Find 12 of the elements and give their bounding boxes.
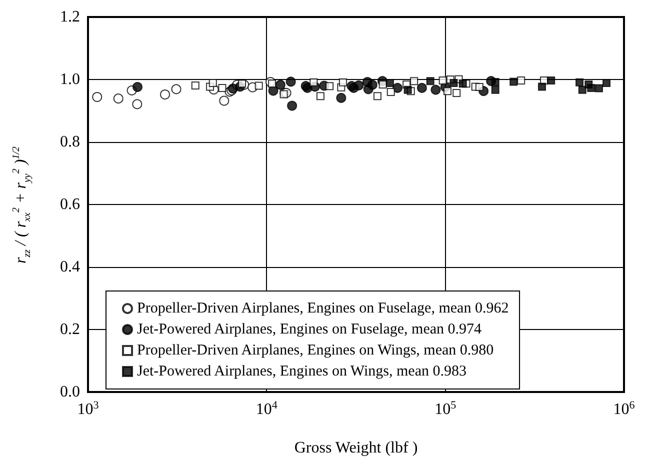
y-tick-label: 0.0 — [60, 384, 80, 400]
y-tick-label: 0.2 — [60, 321, 80, 338]
legend-label: Jet-Powered Airplanes, Engines on Fuselage, mean 0.974 — [137, 322, 482, 338]
y-tick-label: 0.6 — [60, 196, 80, 213]
y-tick-label: 0.8 — [60, 134, 80, 150]
y-tick-label: 1.0 — [60, 71, 80, 88]
x-axis-title: Gross Weight (lbf ) — [294, 440, 418, 456]
legend-label: Propeller-Driven Airplanes, Engines on Wings, mean 0.980 — [137, 342, 494, 358]
legend-label: Jet-Powered Airplanes, Engines on Wings, mean 0.983 — [137, 364, 466, 380]
y-tick-label: 1.2 — [60, 8, 80, 26]
y-tick-label: 0.4 — [60, 258, 80, 276]
legend-label: Propeller-Driven Airplanes, Engines on Fuselage, mean 0.962 — [137, 300, 509, 316]
